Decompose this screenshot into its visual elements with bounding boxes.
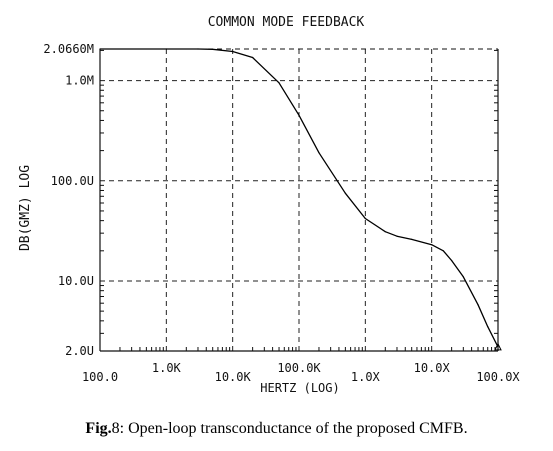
data-point — [197, 48, 199, 50]
data-point — [344, 192, 346, 194]
caption-text: : Open-loop transconductance of the prop… — [119, 420, 468, 437]
y-tick-label: 2.0U — [65, 344, 94, 358]
data-point — [396, 235, 398, 237]
data-point — [384, 231, 386, 233]
data-point — [497, 346, 499, 348]
y-tick-label: 2.0660M — [43, 42, 94, 56]
y-tick-label: 1.0M — [65, 74, 94, 88]
x-tick-label: 100.0K — [277, 361, 321, 375]
x-tick-label: 100.0X — [476, 370, 520, 384]
data-point — [411, 238, 413, 240]
x-tick-label: 10.0K — [215, 370, 252, 384]
x-tick-label: 1.0K — [152, 361, 182, 375]
data-point — [442, 250, 444, 252]
data-point — [232, 50, 234, 53]
grid — [100, 49, 498, 351]
x-tick-label: 1.0X — [351, 370, 381, 384]
data-point — [212, 48, 214, 50]
y-tick-label: 100.0U — [51, 174, 94, 188]
x-tick-label: 100.0 — [82, 370, 118, 384]
data-point — [278, 82, 280, 84]
chart-title: COMMON MODE FEEDBACK — [208, 15, 365, 30]
data-point — [318, 152, 320, 154]
data-point — [431, 244, 433, 246]
end-marker — [494, 342, 502, 351]
caption-prefix: Fig. — [85, 420, 112, 437]
data-point — [298, 114, 300, 116]
y-tick-label: 10.0U — [58, 274, 94, 288]
curve-layer — [99, 48, 502, 351]
data-point — [462, 276, 464, 278]
data-point — [364, 217, 366, 220]
data-point — [451, 259, 453, 262]
data-point — [165, 48, 167, 50]
data-point — [477, 304, 479, 306]
x-axis-label: HERTZ (LOG) — [260, 381, 339, 395]
data-point — [487, 326, 489, 328]
caption-number: 8 — [111, 420, 120, 437]
axis-labels: 100.0 1.0K 10.0K 100.0K 1.0X 10.0X 100.0X 2.0U 1… — [43, 42, 520, 384]
data-point — [99, 48, 101, 50]
x-tick-label: 10.0X — [414, 361, 451, 375]
figure-caption: Fig.8: Open-loop transconductance of the… — [0, 420, 553, 438]
data-point — [252, 56, 254, 59]
y-axis-label: DB(GMZ) LOG — [18, 165, 33, 251]
